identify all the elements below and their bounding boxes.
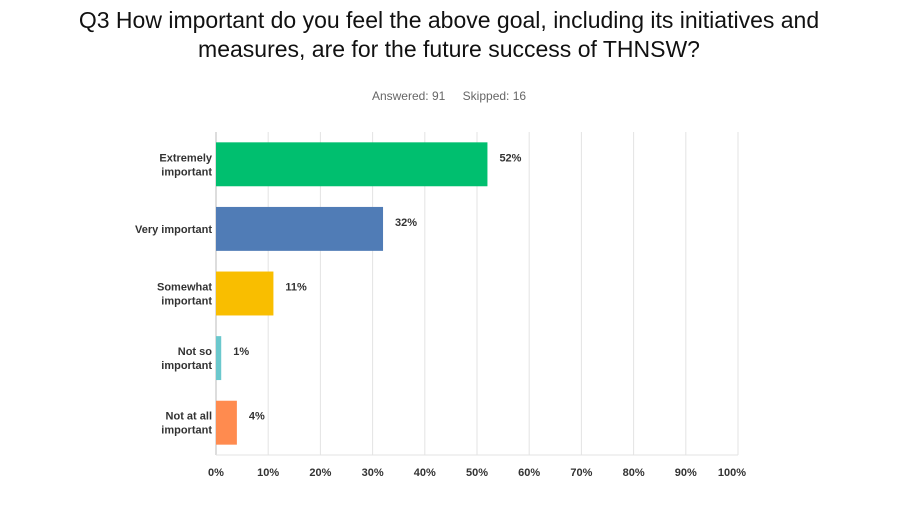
bar-value-label: 4%	[249, 411, 265, 423]
bars	[216, 142, 488, 445]
x-tick-label: 90%	[675, 467, 697, 479]
category-label: Very important	[135, 224, 212, 236]
x-tick-label: 80%	[623, 467, 645, 479]
bar	[216, 400, 237, 445]
bar-value-label: 1%	[233, 346, 249, 358]
answered-count: Answered: 91	[371, 89, 446, 103]
x-tick-label: 60%	[518, 467, 540, 479]
x-tick-label: 30%	[362, 467, 384, 479]
response-summary: Answered: 91 Skipped: 16	[0, 89, 898, 103]
skipped-count: Skipped: 16	[462, 89, 527, 103]
bar	[216, 336, 222, 381]
bar	[216, 142, 488, 187]
x-tick-label: 50%	[466, 467, 488, 479]
chart-title: Q3 How important do you feel the above g…	[0, 6, 898, 64]
chart-title-line-1: Q3 How important do you feel the above g…	[78, 7, 820, 33]
x-tick-label: 70%	[570, 467, 592, 479]
bar-value-label: 32%	[395, 217, 417, 229]
bar	[216, 271, 274, 316]
x-axis-ticks: 0% 10% 20% 30% 40% 50% 60% 70% 80% 90% 100%	[208, 467, 746, 479]
bar-value-label: 11%	[285, 282, 307, 294]
value-labels: 52% 32% 11% 1% 4%	[233, 152, 521, 422]
category-label: Not so important	[161, 346, 212, 372]
x-tick-label: 0%	[208, 467, 224, 479]
bar	[216, 206, 384, 251]
chart-title-line-2: measures, are for the future success of …	[198, 36, 700, 62]
x-tick-label: 20%	[309, 467, 331, 479]
x-tick-label: 10%	[257, 467, 279, 479]
bar-value-label: 52%	[499, 152, 521, 164]
category-label: Not at all important	[161, 411, 212, 437]
category-label: Somewhat important	[157, 282, 212, 308]
category-label: Extremely important	[159, 152, 212, 178]
category-labels: Extremely important Very important Somewhat…	[135, 152, 213, 436]
x-tick-label: 40%	[414, 467, 436, 479]
x-tick-label: 100%	[718, 467, 746, 479]
